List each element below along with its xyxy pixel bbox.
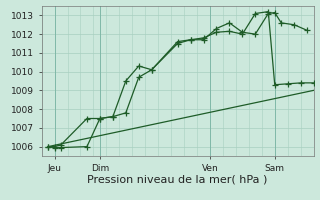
X-axis label: Pression niveau de la mer( hPa ): Pression niveau de la mer( hPa )	[87, 174, 268, 184]
